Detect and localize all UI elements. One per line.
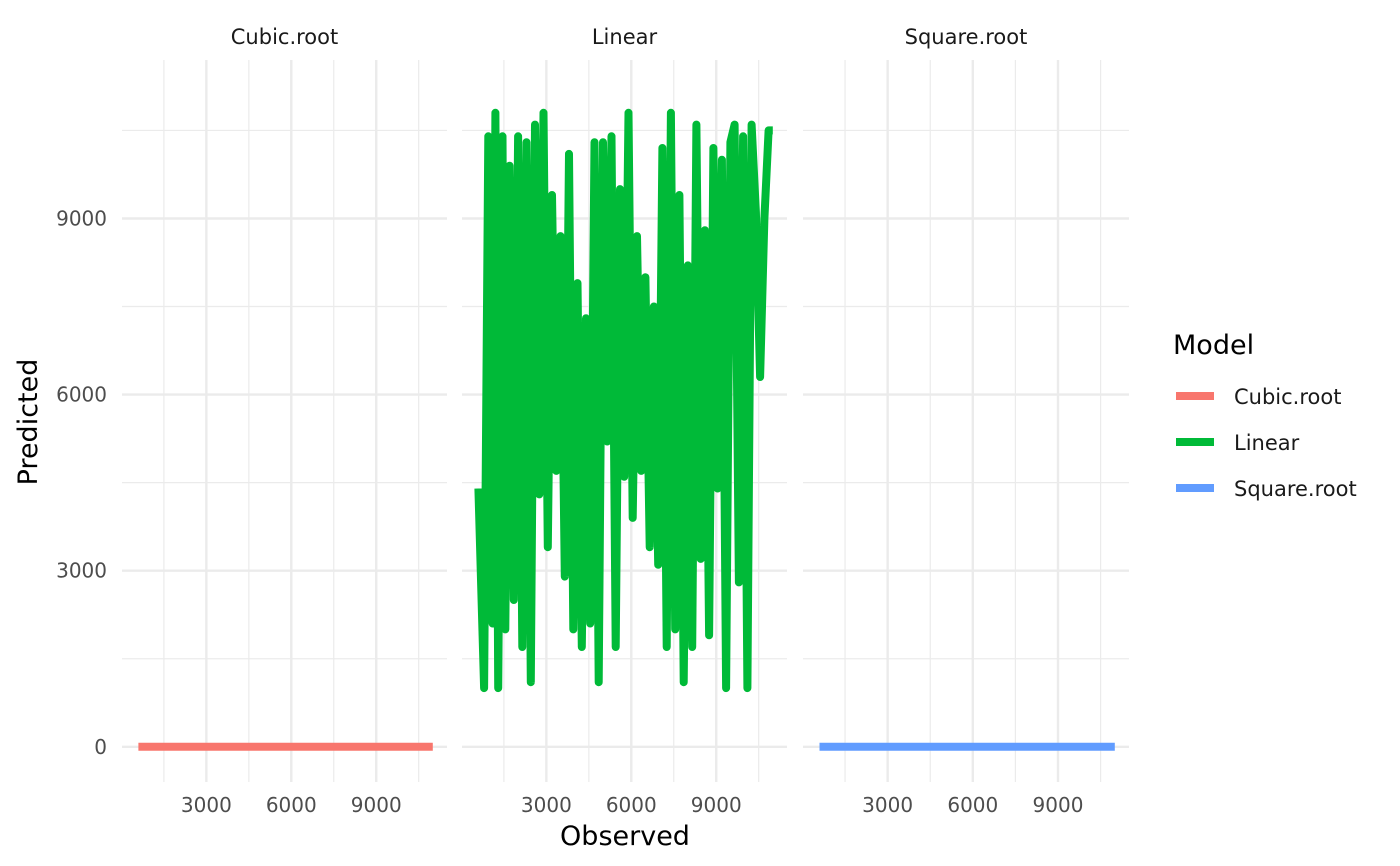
legend: Model Cubic.root Linear Square.root: [1173, 330, 1357, 501]
x-tick-label: 6000: [606, 793, 657, 817]
facet-panel-square-root: Square.root 3000 6000 9000: [803, 25, 1129, 817]
x-tick-label: 3000: [181, 793, 232, 817]
series-line-linear: [474, 108, 773, 693]
y-tick-label: 6000: [56, 383, 107, 407]
y-tick-label: 9000: [56, 206, 107, 230]
legend-label: Square.root: [1234, 477, 1357, 501]
legend-label: Cubic.root: [1234, 385, 1341, 409]
x-axis-title: Observed: [560, 821, 690, 852]
y-axis-title: Predicted: [13, 359, 44, 486]
x-tick-label: 3000: [862, 793, 913, 817]
x-tick-label: 9000: [1033, 793, 1084, 817]
facet-strip-label: Square.root: [905, 25, 1028, 49]
y-tick-label: 0: [94, 735, 107, 759]
x-tick-label: 6000: [947, 793, 998, 817]
x-tick-label: 9000: [351, 793, 402, 817]
y-tick-label: 3000: [56, 559, 107, 583]
facet-panel-cubic-root: Cubic.root 3000 6000 9000: [122, 25, 447, 817]
facet-strip-label: Linear: [592, 25, 658, 49]
x-tick-label: 9000: [691, 793, 742, 817]
y-axis: 0 3000 6000 9000: [56, 206, 107, 758]
facet-panels: Cubic.root 3000 6000 9000 Linear 3000 6000 9000…: [122, 25, 1129, 817]
legend-entries: Cubic.root Linear Square.root: [1176, 385, 1357, 501]
legend-label: Linear: [1234, 431, 1300, 455]
x-tick-label: 3000: [521, 793, 572, 817]
legend-title: Model: [1173, 330, 1254, 361]
facet-strip-label: Cubic.root: [231, 25, 338, 49]
x-tick-label: 6000: [266, 793, 317, 817]
